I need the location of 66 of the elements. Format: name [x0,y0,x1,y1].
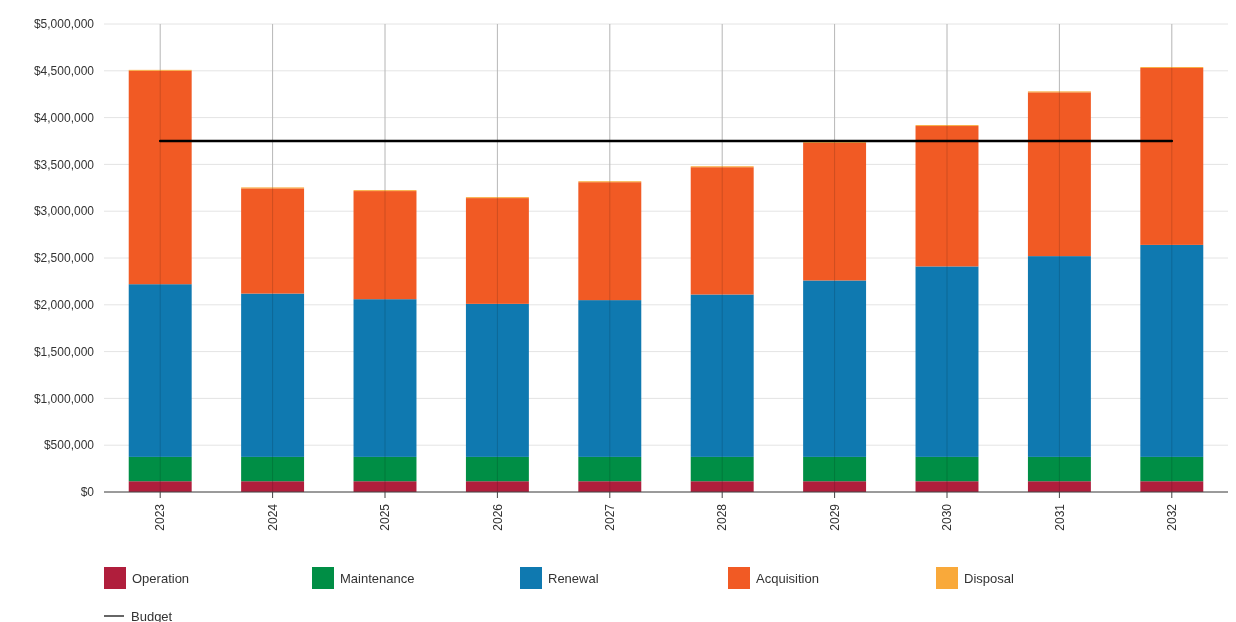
bar [128,70,192,285]
bar [578,481,642,492]
x-tick-label: 2029 [827,503,842,531]
bar [690,294,754,457]
y-tick-label: $4,000,000 [33,110,95,125]
bar [1140,67,1204,245]
x-tick-label: 2024 [265,503,280,531]
bar [128,481,192,492]
bar [690,167,754,295]
bar [465,198,529,304]
legend-label: Acquisition [756,570,819,586]
y-tick-label: $2,500,000 [33,251,95,266]
x-tick-label: 2030 [940,503,955,531]
y-tick-label: $0 [80,485,95,500]
y-tick-label: $5,000,000 [33,17,95,32]
bar [803,142,867,281]
legend-label: Operation [132,570,190,586]
bar [1027,92,1091,257]
bar [353,299,417,457]
y-tick-label: $3,500,000 [33,157,95,172]
bar [803,456,867,482]
bar [128,284,192,457]
y-tick-label: $500,000 [43,438,95,453]
x-tick-label: 2026 [490,503,505,531]
bar [465,481,529,492]
bar [465,303,529,457]
bar [578,456,642,482]
bar [915,456,979,482]
bar [1140,244,1204,457]
bar [1027,481,1091,492]
legend-label: Maintenance [340,570,415,586]
y-tick-label: $2,000,000 [33,298,95,312]
x-tick-label: 2027 [603,503,617,531]
legend-label: Renewal [548,570,599,586]
bar [241,456,305,482]
bar [578,182,642,301]
bar [915,126,979,267]
bar [465,456,529,482]
bar [1140,481,1204,492]
bar [1140,456,1204,482]
bar [578,300,642,457]
x-tick-label: 2032 [1165,503,1179,531]
bar [915,266,979,457]
legend-label: Disposal [964,570,1014,586]
bar [803,280,867,457]
bar [803,481,867,492]
bar [1027,456,1091,482]
x-tick-label: 2023 [153,503,168,531]
y-tick-label: $1,500,000 [33,344,95,359]
bar [1027,256,1091,457]
y-tick-label: $4,500,000 [33,64,95,78]
bar [241,481,305,492]
bar [353,191,417,300]
bar [241,293,305,457]
y-tick-label: $1,000,000 [33,391,95,406]
y-tick-label: $3,000,000 [33,204,95,219]
bar [915,481,979,492]
bar [690,456,754,482]
bar [353,481,417,492]
x-tick-label: 2025 [378,503,393,531]
bar [128,456,192,482]
bar [353,456,417,482]
x-tick-label: 2031 [1052,503,1067,531]
bar [241,188,305,294]
bar [690,481,754,492]
x-tick-label: 2028 [715,503,730,531]
